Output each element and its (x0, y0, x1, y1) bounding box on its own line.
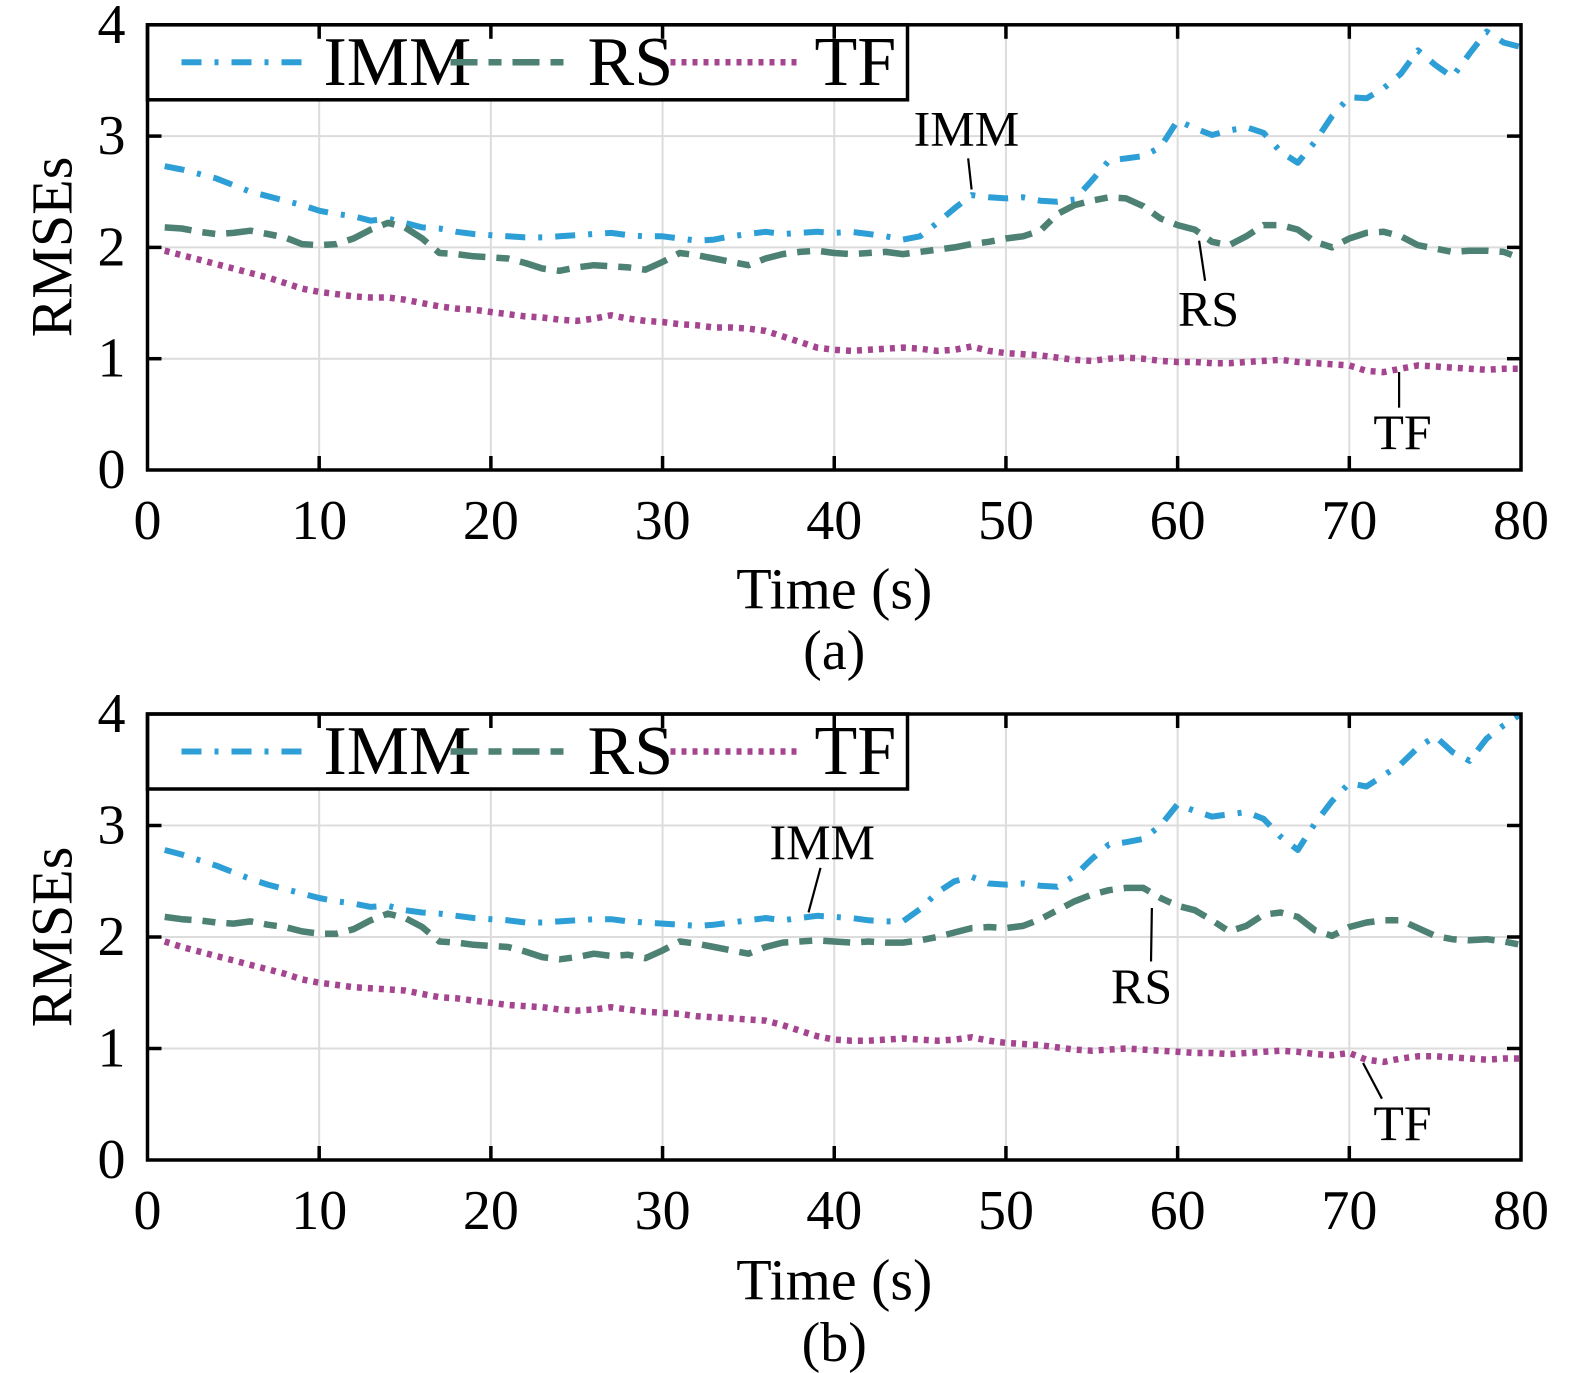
panel-b-y-tick-label: 4 (98, 683, 126, 745)
panel-b-annotation-imm-leader-line (807, 867, 822, 913)
legend-label-imm: IMM (324, 24, 472, 101)
panel-b-y-axis-label: RMSEs (20, 847, 85, 1028)
panel-b-series-rs-line (164, 884, 1521, 963)
panel-a-y-tick-label: 3 (98, 105, 126, 167)
panel-b-annotation-rs-leader-line (1149, 907, 1153, 962)
panel-b-x-axis-label: Time (s) (736, 1248, 932, 1313)
panel-a-annotation-imm-leader-line (967, 158, 973, 190)
panel-b-x-tick-label: 60 (1150, 1180, 1206, 1242)
panel-a-x-tick-label: 40 (806, 490, 862, 552)
panel-a-x-tick-label: 80 (1493, 490, 1549, 552)
legend-label-rs: RS (588, 713, 674, 790)
panel-b-y-tick-label: 3 (98, 795, 126, 857)
legend-label-tf: TF (815, 713, 897, 790)
panel-b-annotation-rs-label: RS (1111, 958, 1172, 1014)
panel-b-annotation-imm-label: IMM (769, 814, 875, 870)
panel-b-x-tick-label: 50 (978, 1180, 1034, 1242)
panel-b-y-tick-label: 2 (98, 906, 126, 968)
legend-label-imm: IMM (324, 713, 472, 790)
panel-b-x-tick-label: 10 (291, 1180, 347, 1242)
panel-b-annotation-tf-leader-line (1362, 1062, 1383, 1100)
legend-label-rs: RS (588, 24, 674, 101)
panel-a-series-imm-line (164, 28, 1521, 244)
panel-a-x-tick-label: 20 (463, 490, 519, 552)
panel-b-x-tick-label: 70 (1321, 1180, 1377, 1242)
panel-b-y-tick-label: 0 (98, 1129, 126, 1191)
panel-b-annotation-tf-label: TF (1373, 1095, 1431, 1151)
panel-a-y-tick-label: 4 (98, 0, 126, 56)
panel-a-series-rs-line (164, 194, 1521, 275)
panel-b-caption-label: (b) (802, 1312, 867, 1373)
panel-a-border (145, 23, 1523, 472)
panel-a-x-axis-label: Time (s) (736, 557, 932, 622)
panel-a-series-layer (163, 28, 1521, 376)
panel-a-series-tf-line (163, 247, 1521, 376)
panel-b-y-tick-label: 1 (98, 1018, 126, 1080)
panel-b-x-tick-label: 40 (806, 1180, 862, 1242)
panel-a-x-tick-label: 50 (978, 490, 1034, 552)
panel-a-annotation-tf-label: TF (1373, 404, 1431, 460)
panel-a-caption-label: (a) (803, 620, 865, 682)
panel-a-x-tick-label: 10 (291, 490, 347, 552)
panel-b-border (145, 712, 1523, 1162)
panel-a-x-tick-label: 60 (1150, 490, 1206, 552)
panel-a-annotation-imm-label: IMM (914, 100, 1020, 156)
panel-a-y-tick-label: 1 (98, 328, 126, 390)
panel-b-x-tick-label: 30 (635, 1180, 691, 1242)
panel-a-y-tick-label: 2 (98, 216, 126, 278)
panel-a-x-tick-label: 0 (134, 490, 162, 552)
panel-b-x-tick-label: 0 (134, 1180, 162, 1242)
panel-a-annotation-rs-label: RS (1178, 281, 1239, 337)
panel-b-x-tick-label: 80 (1493, 1180, 1549, 1242)
panel-b: IMM RS TF 0 10 20 30 40 50 60 70 80 0 1 2 3 4 Time (s) RMS… (20, 683, 1550, 1373)
legend-label-tf: TF (815, 24, 897, 101)
panel-b-series-imm-line (163, 714, 1521, 929)
panel-a-y-axis-label: RMSEs (20, 157, 85, 338)
panel-b-series-tf-line (163, 938, 1521, 1066)
panel-b-legend: IMM RS TF (145, 712, 910, 791)
panel-a: IMM RS TF 0 10 20 30 40 50 60 70 80 0 1 2 3 4 Time (s) RMS… (20, 0, 1550, 682)
panel-a-legend: IMM RS TF (145, 23, 910, 102)
panel-a-x-tick-label: 30 (635, 490, 691, 552)
panel-b-x-tick-label: 20 (463, 1180, 519, 1242)
panel-b-series-layer (163, 714, 1521, 1066)
panel-a-x-tick-label: 70 (1321, 490, 1377, 552)
panel-a-y-tick-label: 0 (98, 439, 126, 501)
panel-a-annotation-rs-leader-line (1197, 240, 1207, 281)
